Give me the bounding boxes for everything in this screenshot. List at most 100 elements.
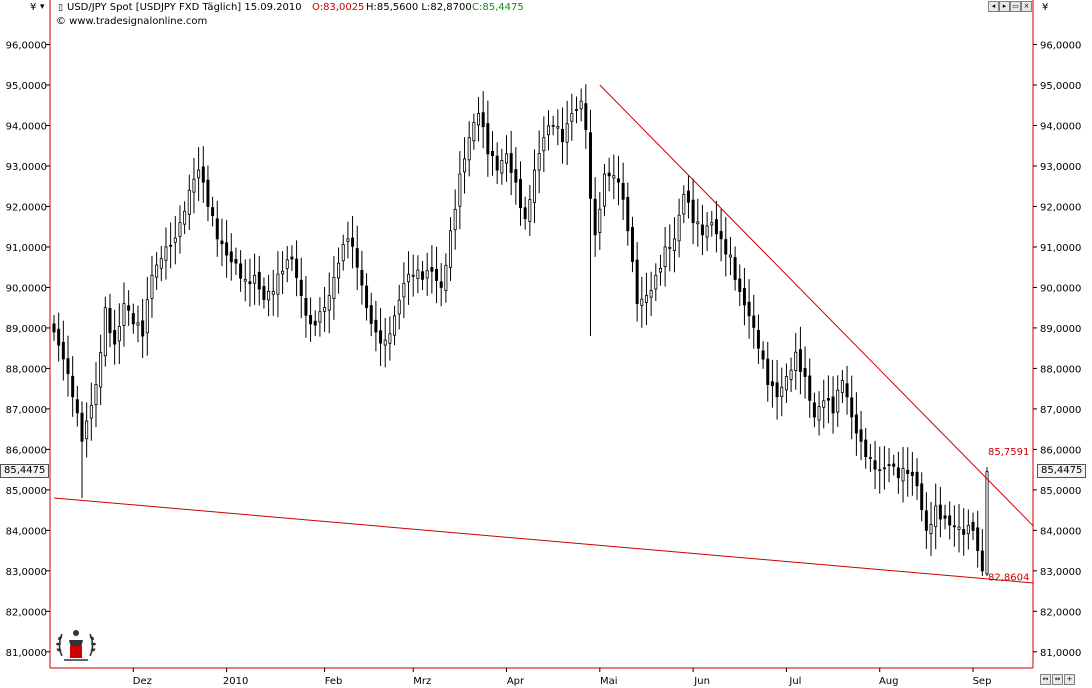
y-tick-label-left: 93,0000 <box>6 162 47 173</box>
candle-body <box>52 323 56 333</box>
candle-body <box>215 218 219 240</box>
candle <box>672 217 676 273</box>
candle <box>556 109 560 146</box>
candle-body <box>439 281 443 288</box>
candle-body <box>192 178 196 193</box>
candle-body <box>122 303 126 326</box>
candle-body <box>892 463 896 467</box>
candle-body <box>845 383 849 398</box>
candle <box>99 334 103 406</box>
candle-body <box>430 267 434 272</box>
candle-body <box>817 406 821 421</box>
close-icon[interactable]: × <box>1021 1 1032 12</box>
dropdown-arrow-icon[interactable]: ▾ <box>40 2 45 12</box>
candle-body <box>99 352 103 388</box>
candle <box>173 215 177 265</box>
candle-body <box>752 315 756 328</box>
candle <box>677 198 681 258</box>
candle <box>948 501 952 540</box>
candle-body <box>537 153 541 171</box>
candle-body <box>565 123 569 143</box>
candle <box>388 316 392 361</box>
candle-body <box>854 414 858 434</box>
y-tick-label-right: 88,0000 <box>1040 364 1081 375</box>
candle <box>393 305 397 346</box>
candle <box>649 271 653 317</box>
candle <box>756 314 760 364</box>
candle <box>159 245 163 282</box>
candle-body <box>915 471 919 487</box>
y-tick-label-left: 82,0000 <box>6 607 47 618</box>
candle-body <box>766 358 770 386</box>
candle-body <box>929 524 933 534</box>
candle-body <box>724 239 728 255</box>
y-tick-label-right: 89,0000 <box>1040 324 1081 335</box>
candle-body <box>407 273 411 283</box>
candle <box>892 454 896 476</box>
x-tick-label: Jul <box>788 676 801 687</box>
candle-body <box>635 259 639 305</box>
restore-icon[interactable]: ▭ <box>1010 1 1021 12</box>
candle-body <box>658 267 662 273</box>
candle-body <box>864 439 868 457</box>
candle <box>262 277 266 309</box>
candle-body <box>840 380 844 393</box>
candle-body <box>780 386 784 398</box>
candle <box>780 367 784 417</box>
y-tick-label-left: 95,0000 <box>6 81 47 92</box>
candle <box>635 242 639 322</box>
candles-group <box>52 84 989 577</box>
candle-body <box>602 173 606 207</box>
candle <box>915 458 919 500</box>
candle-body <box>61 341 65 360</box>
candle <box>365 273 369 321</box>
candle-body <box>379 330 383 344</box>
candle <box>565 100 569 166</box>
candle-body <box>920 483 924 511</box>
candle <box>281 251 285 295</box>
candle <box>873 440 877 490</box>
candle-body <box>985 471 989 575</box>
candle-body <box>80 412 84 442</box>
candle <box>663 226 667 287</box>
candle-body <box>425 270 429 279</box>
candle-body <box>976 527 980 551</box>
candle-body <box>206 179 210 207</box>
candle-body <box>686 190 690 203</box>
candle-body <box>341 244 345 262</box>
candle-body <box>822 400 826 408</box>
zoom-horizontal-icon[interactable]: ↔ <box>1040 674 1051 685</box>
candle <box>789 357 793 393</box>
candle <box>257 255 261 306</box>
candle <box>220 218 224 267</box>
candle-body <box>197 169 201 179</box>
candle-body <box>365 285 369 309</box>
candle <box>430 245 434 294</box>
scroll-right-icon[interactable]: ▸ <box>999 1 1010 12</box>
candle <box>402 262 406 319</box>
candle-body <box>738 278 742 292</box>
candle <box>934 483 938 550</box>
candle-body <box>934 505 938 528</box>
candle-body <box>710 222 714 226</box>
x-tick-label: Dez <box>133 676 152 687</box>
candle <box>593 177 597 257</box>
last-price-box-left: 85,4475 <box>0 464 50 478</box>
x-tick-label: Aug <box>879 676 899 687</box>
candle <box>374 300 378 352</box>
scroll-horizontal-icon[interactable]: ⇔ <box>1052 674 1063 685</box>
scroll-left-icon[interactable]: ◂ <box>988 1 999 12</box>
candle <box>957 504 961 553</box>
candle <box>640 276 644 328</box>
candle <box>887 447 891 483</box>
zoom-in-icon[interactable]: + <box>1064 674 1075 685</box>
candle-body <box>486 123 490 155</box>
candle-body <box>770 381 774 387</box>
candle-body <box>318 311 322 323</box>
candle-body <box>705 225 709 238</box>
y-tick-label-right: 94,0000 <box>1040 122 1081 133</box>
candle <box>122 282 126 347</box>
candle <box>131 303 135 334</box>
